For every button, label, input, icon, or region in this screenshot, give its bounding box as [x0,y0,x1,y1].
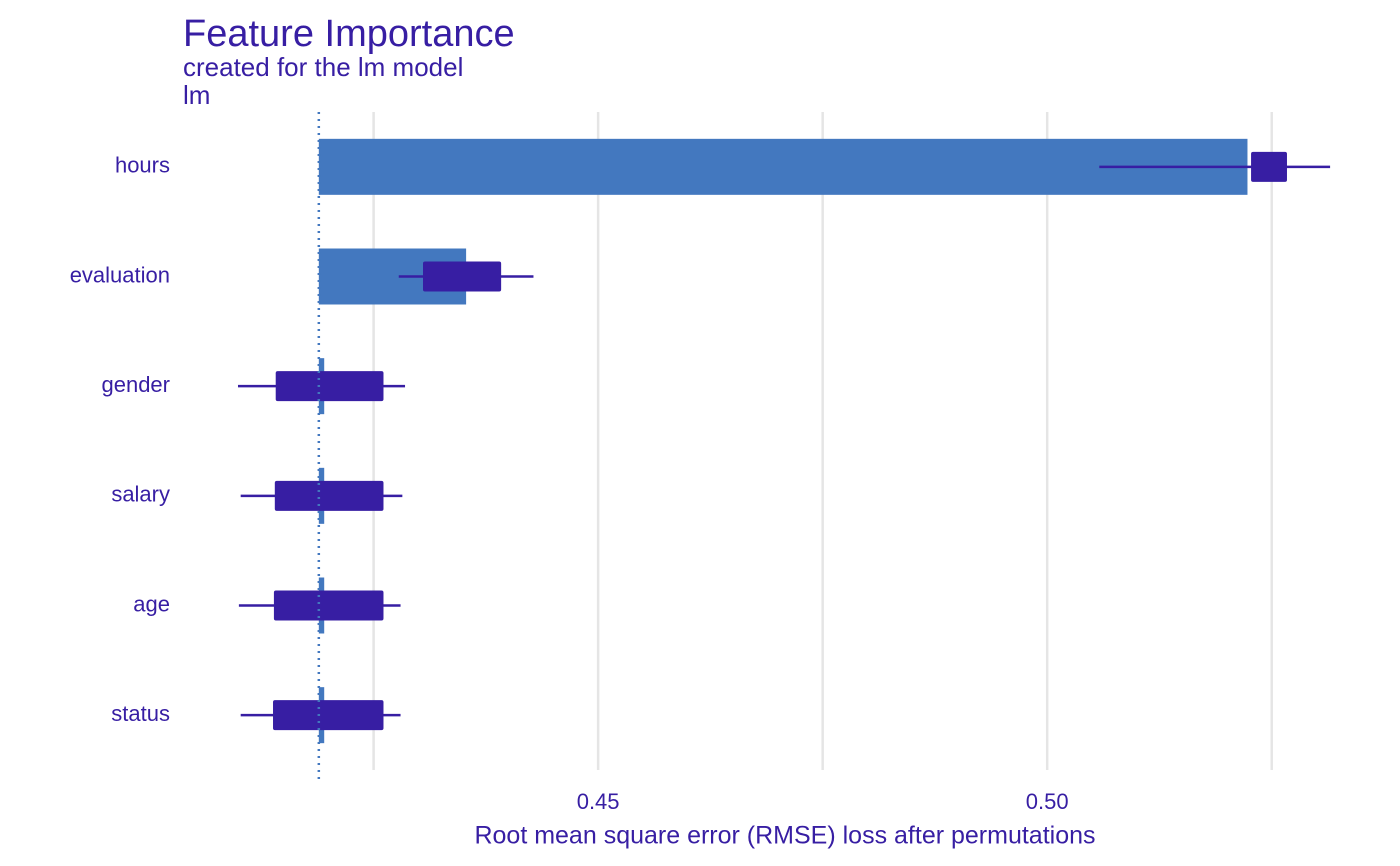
x-axis-label: Root mean square error (RMSE) loss after… [474,822,1095,850]
x-tick-label: 0.50 [1026,789,1069,814]
y-tick-label: salary [111,482,170,507]
box [274,480,384,511]
box [423,261,502,292]
facet-label: lm [183,80,210,110]
box [275,371,384,402]
y-tick-label: evaluation [70,262,170,287]
y-tick-label: status [111,701,170,726]
box [273,590,384,621]
y-tick-label: gender [101,372,170,397]
chart-subtitle: created for the lm model [183,52,463,82]
box [273,700,384,731]
chart-title: Feature Importance [183,13,515,55]
box [1251,151,1287,182]
y-tick-label: hours [115,153,170,178]
bar [318,138,1248,195]
x-tick-label: 0.45 [577,789,620,814]
y-tick-label: age [133,591,170,616]
